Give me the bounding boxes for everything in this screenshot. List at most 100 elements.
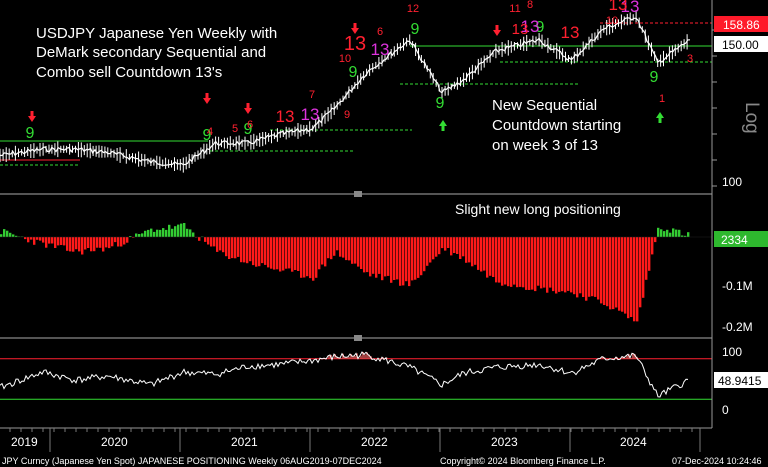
positioning-bar [387,237,390,276]
positioning-bar [339,237,342,257]
axes [0,0,717,452]
positioning-bar [240,237,243,263]
positioning-bar [528,237,531,290]
td-small-count: 4 [207,126,213,138]
positioning-last-tag [714,231,768,247]
positioning-bar [360,237,363,269]
positioning-bar [669,232,672,237]
positioning-bar [609,237,612,310]
positioning-bar [51,237,54,244]
positioning-bar [663,231,666,237]
log-scale-label: Log [741,102,762,134]
positioning-bar [336,237,339,251]
positioning-bar [432,237,435,260]
positioning-bar [156,229,159,237]
positioning-bar [516,237,519,288]
td-count-label: 9 [26,125,35,142]
footer-left: JPY Curncy (Japanese Yen Spot) JAPANESE … [2,456,382,466]
positioning-bar [168,224,171,237]
annotation-line-1: New Sequential [492,97,597,114]
positioning-bar [309,237,312,279]
positioning-bar [192,232,195,237]
positioning-bar [138,234,141,237]
positioning-bar [627,237,630,319]
td-count-label: 13 [561,23,580,42]
positioning-bar [405,237,408,282]
positioning-bar [624,237,627,314]
positioning-bar [531,237,534,290]
td-small-count: 10 [606,15,618,27]
chart-title-line-3: Combo sell Countdown 13's [36,64,222,81]
positioning-bar [594,237,597,297]
positioning-annotation: Slight new long positioning [455,201,621,217]
td-small-count: 7 [309,89,315,101]
positioning-bar [567,237,570,291]
positioning-bar [393,237,396,280]
positioning-bar [582,237,585,297]
positioning-bar [42,237,45,243]
positioning-bar [306,237,309,277]
positioning-bar [648,237,651,271]
positioning-bar [105,237,108,248]
chart-title-line-2: DeMark secondary Sequential and [36,44,266,61]
chart-title-line-1: USDJPY Japanese Yen Weekly with [36,25,277,42]
positioning-bar [39,237,42,241]
price-tag-red [714,16,768,32]
td-count-label: 9 [244,121,253,138]
positioning-bar [210,237,213,247]
positioning-bar [270,237,273,269]
positioning-bar [81,237,84,255]
positioning-bar [342,237,345,258]
positioning-bar [93,237,96,252]
positioning-bar [87,237,90,248]
positioning-bar [471,237,474,267]
osc-overbought-fill [320,352,638,359]
positioning-bar [639,237,642,308]
positioning-bar [267,237,270,268]
positioning-bar [15,235,18,237]
positioning-bar [381,237,384,281]
positioning-bar [510,237,513,287]
td-count-label: 13 [371,40,390,59]
positioning-bar [486,237,489,278]
positioning-bar [99,237,102,248]
footer-center: Copyright© 2024 Bloomberg Finance L.P. [440,456,606,466]
divider-handle-2 [354,335,362,341]
td-count-label: 9 [203,127,212,144]
year-label-2021: 2021 [231,435,258,449]
positioning-bar [9,232,12,237]
positioning-bar [633,237,636,322]
year-label-2019: 2019 [11,435,38,449]
positioning-bar [525,237,528,290]
td-small-count: 11 [509,3,520,15]
positioning-bar [252,237,255,266]
positioning-bar [462,237,465,257]
positioning-bar [228,237,231,259]
positioning-bar [315,237,318,278]
positioning-tick-2: -0.2M [722,320,753,334]
positioning-bar [444,237,447,251]
positioning-bar [162,228,165,237]
positioning-bar [141,233,144,237]
positioning-bar [276,237,279,270]
td-small-count: 10 [339,53,351,65]
positioning-bar [183,223,186,237]
positioning-bar [417,237,420,278]
positioning-bar [495,237,498,283]
positioning-bar [291,237,294,272]
positioning-bar [369,237,372,277]
positioning-bar [672,228,675,237]
red-down-arrow [244,103,252,114]
positioning-bar [537,237,540,286]
positioning-bar [579,237,582,294]
positioning-bar [390,237,393,283]
positioning-bar [84,237,87,250]
green-up-arrow [439,120,447,131]
price-tag-white-label: 150.00 [722,38,759,52]
positioning-bar [483,237,486,271]
positioning-bar [330,237,333,260]
positioning-bar [654,237,657,243]
positioning-bar [171,228,174,237]
td-count-label: 9 [349,64,358,81]
